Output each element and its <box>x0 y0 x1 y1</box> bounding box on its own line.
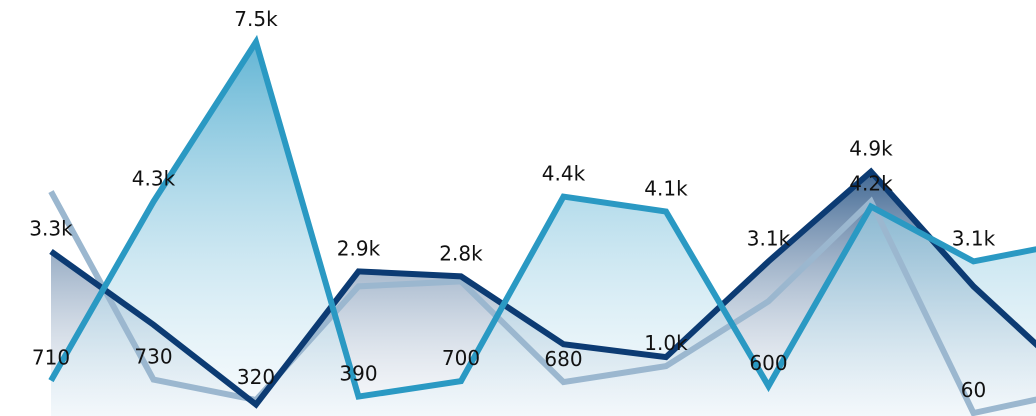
data-label-teal-2: 7.5k <box>234 7 278 31</box>
data-label-light-6: 1.0k <box>644 331 688 355</box>
data-label-light-5: 680 <box>544 347 582 371</box>
data-label-teal-7: 600 <box>749 351 787 375</box>
data-label-teal-1: 4.3k <box>132 167 176 191</box>
data-label-teal-4: 700 <box>442 346 480 370</box>
data-label-teal-5: 4.4k <box>542 162 586 186</box>
data-label-teal-8: 4.2k <box>849 172 893 196</box>
data-label-teal-0: 710 <box>32 346 70 370</box>
data-label-light-9: 60 <box>961 378 986 402</box>
data-label-dark-7: 3.1k <box>747 226 791 250</box>
data-label-dark-0: 3.3k <box>29 216 73 240</box>
data-label-dark-8: 4.9k <box>849 137 893 161</box>
data-label-teal-3: 390 <box>339 362 377 386</box>
data-label-teal-6: 4.1k <box>644 177 688 201</box>
area-teal <box>51 42 1036 416</box>
data-label-light-2: 320 <box>237 365 275 389</box>
lines-layer <box>48 34 1036 416</box>
data-label-dark-3: 2.9k <box>337 236 381 260</box>
data-label-teal-9: 3.1k <box>952 226 996 250</box>
labels-layer: 3.3k 2.9k 2.8k 3.1k 4.9k 710 4.3k 7.5k 390 700 4.4… <box>29 7 995 402</box>
data-label-dark-4: 2.8k <box>439 241 483 265</box>
data-label-light-1: 730 <box>134 345 172 369</box>
